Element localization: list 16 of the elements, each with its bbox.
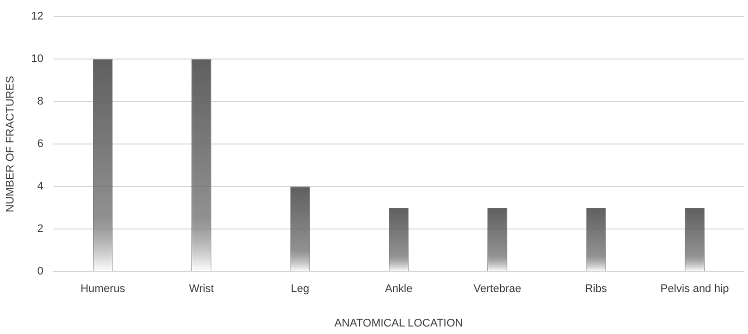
x-tick-label: Humerus [80, 283, 126, 296]
y-axis-title: NUMBER OF FRACTURES [4, 76, 17, 212]
x-tick-label: Pelvis and hip [660, 283, 729, 296]
y-tick-label: 2 [37, 223, 44, 236]
x-tick-label: Ankle [384, 283, 412, 296]
x-tick-label: Vertebrae [474, 283, 522, 296]
y-tick-label: 10 [31, 53, 44, 66]
x-tick-label: Wrist [188, 283, 214, 296]
y-tick-label: 12 [31, 10, 44, 23]
y-tick-label: 0 [37, 266, 44, 278]
y-tick-label: 4 [37, 180, 44, 193]
x-axis-title: ANATOMICAL LOCATION [334, 317, 464, 330]
x-tick-label: Leg [290, 283, 310, 296]
y-tick-label: 6 [37, 138, 44, 150]
y-tick-label: 8 [37, 96, 44, 108]
x-tick-label: Ribs [585, 283, 608, 296]
